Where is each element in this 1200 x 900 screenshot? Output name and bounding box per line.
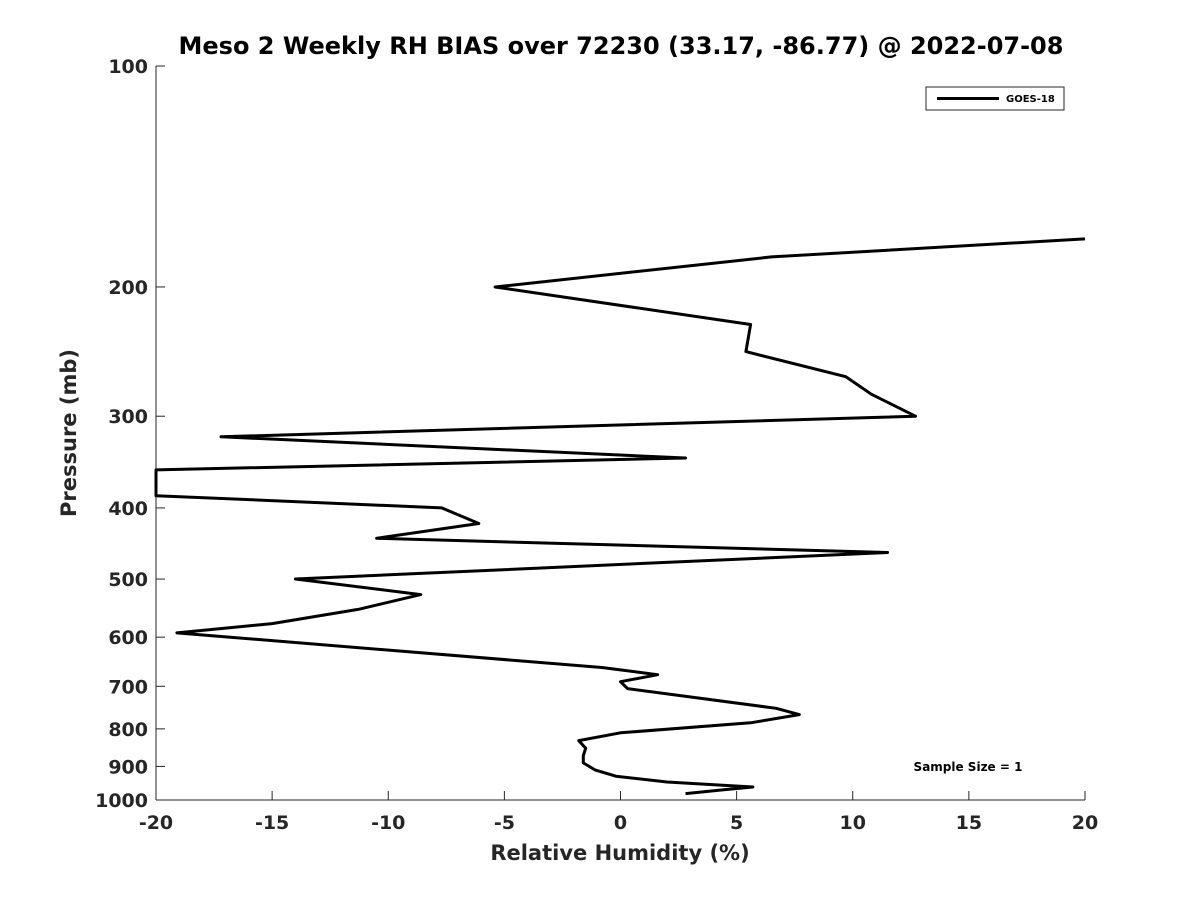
- y-tick-label: 500: [108, 569, 148, 591]
- y-axis-label: Pressure (mb): [57, 349, 81, 517]
- y-tick-label: 100: [108, 56, 148, 78]
- y-tick-label: 200: [108, 277, 148, 299]
- legend-entry-goes-18: GOES-18: [1006, 94, 1055, 105]
- x-tick-label: -5: [494, 812, 515, 834]
- sample-size-annotation: Sample Size = 1: [914, 760, 1023, 774]
- series-line-goes-18: [154, 237, 1086, 796]
- x-axis-label: Relative Humidity (%): [490, 841, 749, 865]
- series-layer: [154, 237, 1086, 796]
- y-tick-label: 300: [108, 406, 148, 428]
- x-tick-label: 20: [1072, 812, 1098, 834]
- y-tick-label: 600: [108, 627, 148, 649]
- x-tick-label: -15: [255, 812, 289, 834]
- y-tick-label: 400: [108, 498, 148, 520]
- y-ticks: 100 200 300 400 500 600 700 800 900 1000: [95, 56, 165, 812]
- y-tick-label: 700: [108, 676, 148, 698]
- x-tick-label: 15: [956, 812, 982, 834]
- chart-title: Meso 2 Weekly RH BIAS over 72230 (33.17,…: [179, 32, 1064, 60]
- x-ticks: -20 -15 -10 -5 0 5 10 15 20: [139, 791, 1098, 834]
- x-tick-label: 10: [840, 812, 866, 834]
- y-tick-label: 800: [108, 719, 148, 741]
- legend: GOES-18: [925, 86, 1065, 111]
- x-tick-label: -20: [139, 812, 173, 834]
- y-tick-label: 1000: [95, 790, 148, 812]
- x-tick-label: 0: [614, 812, 627, 834]
- x-tick-label: -10: [371, 812, 405, 834]
- y-tick-label: 900: [108, 756, 148, 778]
- x-tick-label: 5: [730, 812, 743, 834]
